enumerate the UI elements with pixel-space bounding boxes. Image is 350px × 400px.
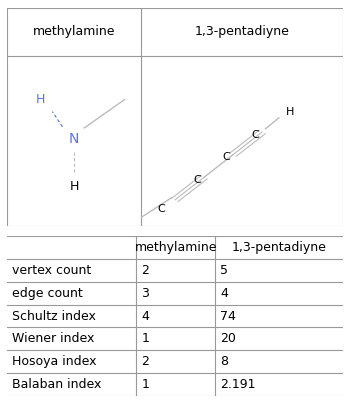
Text: N: N bbox=[69, 132, 79, 146]
Text: C: C bbox=[252, 130, 259, 140]
Text: C: C bbox=[158, 204, 166, 214]
Text: 4: 4 bbox=[220, 287, 228, 300]
Text: 4: 4 bbox=[141, 310, 149, 322]
Text: Wiener index: Wiener index bbox=[12, 332, 95, 345]
Text: C: C bbox=[194, 175, 201, 185]
Text: methylamine: methylamine bbox=[33, 26, 116, 38]
Text: 1: 1 bbox=[141, 332, 149, 345]
Text: 2: 2 bbox=[141, 355, 149, 368]
Text: H: H bbox=[36, 93, 45, 106]
Text: 8: 8 bbox=[220, 355, 228, 368]
Text: 2: 2 bbox=[141, 264, 149, 277]
Text: edge count: edge count bbox=[12, 287, 83, 300]
Text: 74: 74 bbox=[220, 310, 236, 322]
Text: 2.191: 2.191 bbox=[220, 378, 256, 391]
Text: 5: 5 bbox=[220, 264, 228, 277]
Text: 1,3-pentadiyne: 1,3-pentadiyne bbox=[195, 26, 290, 38]
Text: Hosoya index: Hosoya index bbox=[12, 355, 97, 368]
Text: vertex count: vertex count bbox=[12, 264, 91, 277]
Text: Balaban index: Balaban index bbox=[12, 378, 102, 391]
Text: 1: 1 bbox=[141, 378, 149, 391]
Text: H: H bbox=[70, 180, 79, 193]
Text: C: C bbox=[223, 152, 230, 162]
Text: H: H bbox=[286, 107, 294, 117]
Text: 1,3-pentadiyne: 1,3-pentadiyne bbox=[232, 241, 327, 254]
Text: 20: 20 bbox=[220, 332, 236, 345]
Text: Schultz index: Schultz index bbox=[12, 310, 96, 322]
Text: 3: 3 bbox=[141, 287, 149, 300]
Text: methylamine: methylamine bbox=[135, 241, 217, 254]
